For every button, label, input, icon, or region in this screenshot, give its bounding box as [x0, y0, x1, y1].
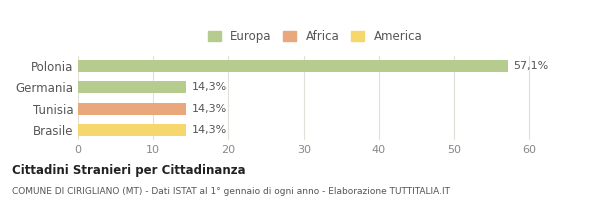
Bar — [78, 103, 185, 115]
Text: 14,3%: 14,3% — [191, 125, 227, 135]
Text: 57,1%: 57,1% — [514, 61, 549, 71]
Bar — [78, 60, 508, 72]
Legend: Europa, Africa, America: Europa, Africa, America — [204, 27, 426, 47]
Text: 14,3%: 14,3% — [191, 82, 227, 92]
Text: 14,3%: 14,3% — [191, 104, 227, 114]
Text: Cittadini Stranieri per Cittadinanza: Cittadini Stranieri per Cittadinanza — [12, 164, 245, 177]
Text: COMUNE DI CIRIGLIANO (MT) - Dati ISTAT al 1° gennaio di ogni anno - Elaborazione: COMUNE DI CIRIGLIANO (MT) - Dati ISTAT a… — [12, 187, 450, 196]
Bar — [78, 81, 185, 93]
Bar — [78, 124, 185, 136]
